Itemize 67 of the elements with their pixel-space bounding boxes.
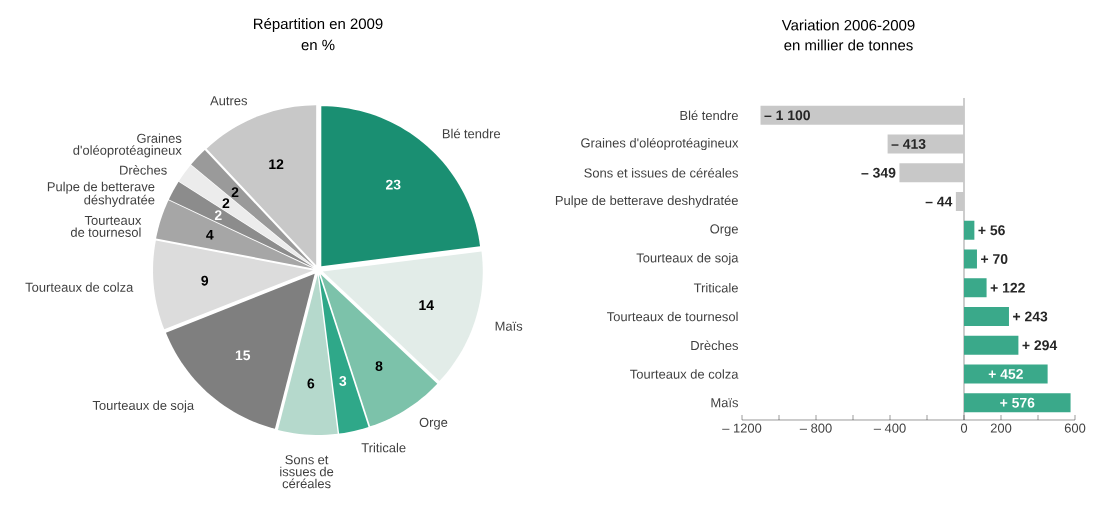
chart-subtitle: en %: [301, 39, 335, 51]
data-label: 2: [222, 198, 230, 208]
slice-label: Autres: [210, 96, 248, 106]
data-label: 15: [235, 350, 251, 361]
data-label: – 349: [861, 167, 896, 178]
bar: [899, 163, 965, 183]
data-label: 2: [231, 187, 239, 197]
slice-label: Tourteaux de tournesol: [70, 215, 142, 237]
bar: [887, 134, 965, 154]
data-label: – 44: [925, 196, 953, 207]
x-tick-label: 600: [1064, 423, 1086, 433]
data-label: 12: [269, 159, 284, 170]
data-label: + 576: [1000, 397, 1035, 408]
slice-label: Drèches: [120, 165, 167, 175]
data-label: 4: [206, 230, 214, 240]
bar: [964, 278, 987, 298]
data-label: 3: [339, 376, 347, 386]
data-label: + 56: [978, 225, 1005, 236]
y-tick-label: Orge: [710, 224, 738, 237]
bar: [964, 249, 977, 269]
chart-title: Répartition en 2009: [254, 17, 383, 33]
bar: [964, 306, 1009, 326]
bar: [964, 364, 1048, 384]
y-tick-label: Graines d'oléoprotéagineux: [581, 137, 739, 151]
data-label: 14: [419, 300, 434, 310]
slice-label: Tourteaux de soja: [92, 400, 195, 413]
bar: [955, 191, 965, 211]
y-tick-label: Pulpe de betterave deshydratée: [555, 195, 738, 208]
y-tick-label: Tourteaux de tournesol: [607, 311, 738, 322]
data-label: 23: [385, 179, 401, 190]
x-tick-label: – 400: [873, 423, 906, 433]
slice-label: Blé tendre: [442, 128, 501, 139]
data-label: 8: [375, 361, 383, 372]
y-tick-label: Sons et issues de céréales: [584, 167, 738, 178]
data-label: 9: [201, 275, 209, 286]
slice-label: Tourteaux de colza: [25, 282, 134, 292]
slice-label: Triticale: [361, 442, 406, 453]
chart-subtitle: en millier de tonnes: [784, 39, 913, 51]
data-label: 6: [307, 378, 315, 389]
slice-label: Orge: [419, 417, 448, 430]
y-tick-label: Maïs: [711, 398, 739, 408]
data-label: + 294: [1022, 340, 1058, 351]
data-label: – 413: [891, 139, 926, 149]
y-tick-label: Drèches: [691, 340, 739, 351]
x-tick-label: – 1200: [722, 423, 762, 433]
bar: [760, 105, 965, 125]
x-tick-label: 0: [960, 423, 968, 433]
x-tick-label: 200: [990, 423, 1012, 433]
data-label: + 452: [988, 369, 1023, 379]
y-tick-label: Tourteaux de colza: [630, 369, 739, 379]
chart-title: Variation 2006-2009: [781, 19, 915, 31]
y-tick-label: Triticale: [693, 282, 738, 293]
data-label: 2: [214, 210, 222, 221]
x-tick-label: – 800: [799, 423, 832, 433]
data-label: + 70: [981, 254, 1008, 264]
bar: [964, 220, 975, 240]
y-tick-label: Blé tendre: [680, 110, 738, 121]
bar: [964, 335, 1019, 355]
y-tick-label: Tourteaux de soja: [636, 252, 739, 266]
slice-label: Sons et issues de céréales: [280, 455, 334, 489]
data-label: – 1 100: [764, 110, 810, 121]
bar: [964, 393, 1071, 413]
data-label: + 243: [1013, 311, 1048, 322]
slice-label: Graines d'oléoprotéagineux: [73, 133, 182, 158]
slice-label: Maïs: [495, 321, 523, 331]
data-label: + 122: [990, 282, 1025, 293]
slice-label: Pulpe de betterave déshydratée: [47, 181, 155, 208]
